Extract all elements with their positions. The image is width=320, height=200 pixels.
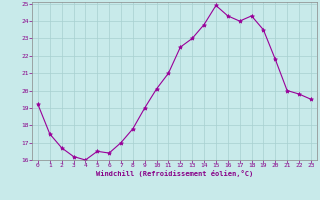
X-axis label: Windchill (Refroidissement éolien,°C): Windchill (Refroidissement éolien,°C) <box>96 170 253 177</box>
